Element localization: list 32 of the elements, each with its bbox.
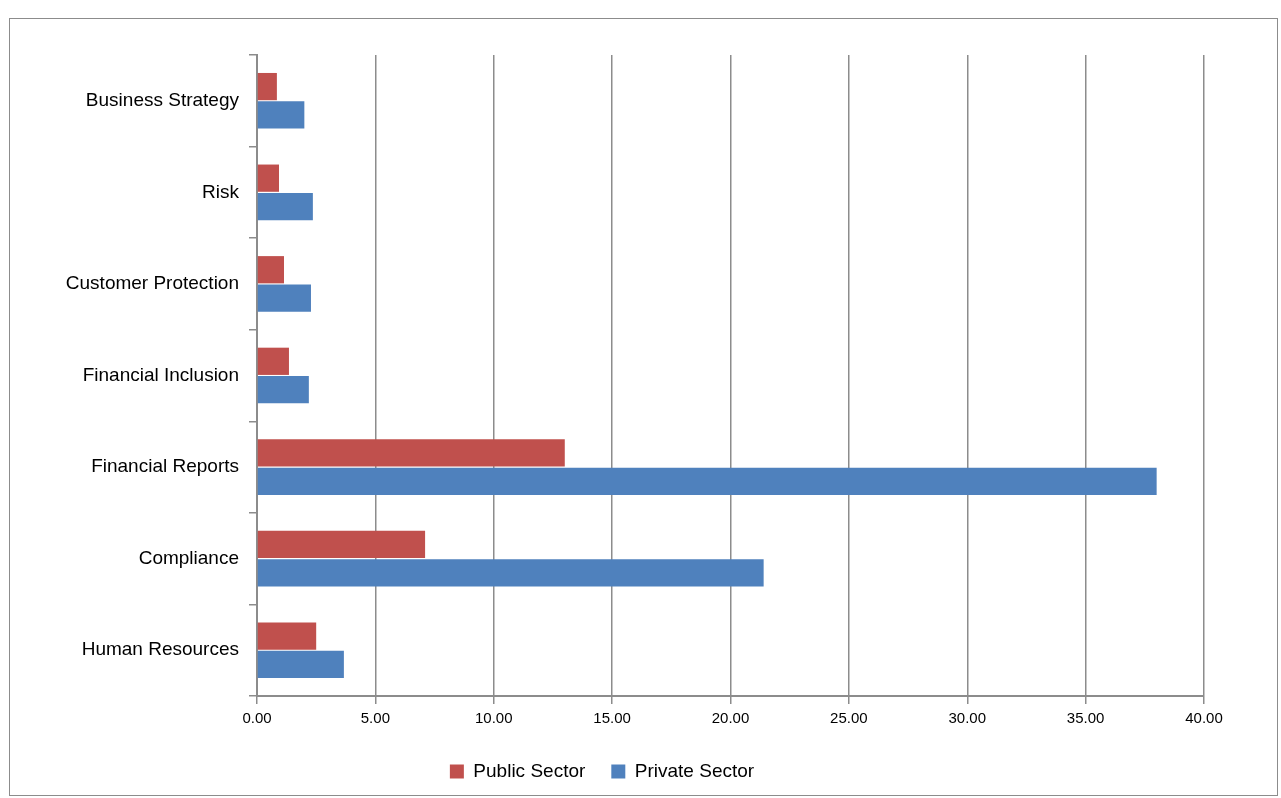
bar bbox=[257, 101, 305, 129]
x-tick-label: 40.00 bbox=[1185, 709, 1223, 727]
y-tick-label: Customer Protection bbox=[65, 272, 239, 294]
y-tick-label: Business Strategy bbox=[85, 89, 240, 111]
bar bbox=[257, 650, 344, 679]
y-tick-label: Risk bbox=[202, 180, 240, 202]
x-tick-label: 25.00 bbox=[830, 709, 868, 727]
y-tick-label: Human Resources bbox=[81, 638, 239, 660]
x-tick-label: 35.00 bbox=[1066, 709, 1105, 727]
bar bbox=[257, 530, 426, 559]
bar bbox=[257, 164, 280, 192]
y-tick-label: Financial Inclusion bbox=[82, 363, 239, 385]
bar bbox=[257, 439, 565, 467]
bar bbox=[257, 467, 1157, 495]
x-tick-label: 10.00 bbox=[474, 709, 513, 727]
legend-label: Public Sector bbox=[473, 759, 586, 781]
x-tick-label: 15.00 bbox=[593, 709, 631, 727]
bar bbox=[257, 347, 289, 375]
bar bbox=[257, 192, 313, 221]
x-tick-label: 30.00 bbox=[948, 709, 987, 727]
legend-label: Private Sector bbox=[634, 759, 755, 781]
bar bbox=[257, 376, 309, 404]
bar bbox=[257, 284, 311, 312]
bar bbox=[257, 256, 284, 284]
x-tick-label: 5.00 bbox=[360, 709, 390, 727]
x-tick-label: 0.00 bbox=[242, 709, 272, 727]
y-tick-label: Compliance bbox=[138, 546, 239, 568]
x-tick-label: 20.00 bbox=[711, 709, 750, 727]
bar bbox=[257, 622, 317, 650]
y-tick-label: Financial Reports bbox=[91, 455, 239, 477]
bar bbox=[257, 559, 764, 587]
bar bbox=[257, 72, 277, 101]
